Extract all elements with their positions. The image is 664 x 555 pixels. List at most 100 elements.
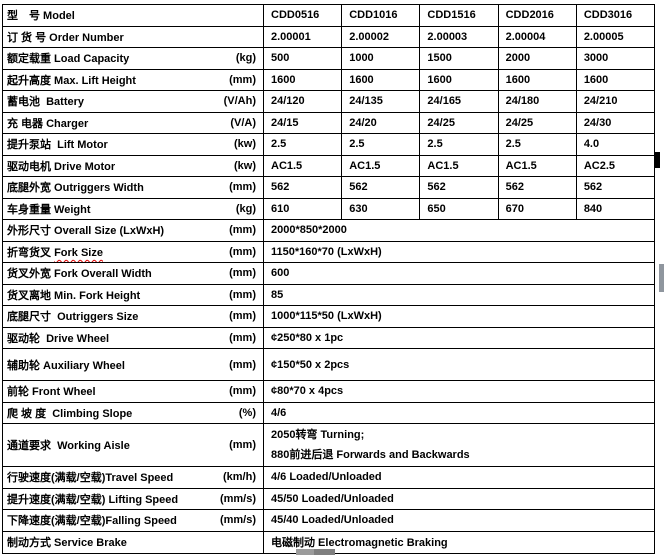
- row-label-text: 货叉外宽 Fork Overall Width: [7, 268, 152, 281]
- spec-row: 车身重量 Weight (kg) 610 630 650 670 840: [3, 198, 654, 220]
- row-unit: (kg): [235, 202, 256, 215]
- spec-row: 通道要求 Working Aisle (mm) 2050转弯 Turning; 880…: [3, 424, 654, 467]
- row-label-spellcheck-flagged: Fork Size: [54, 246, 103, 259]
- row-unit: (%): [238, 406, 256, 419]
- row-label: 爬 坡 度 Climbing Slope: [7, 405, 132, 421]
- row-label-cell: 驱动轮 Drive Wheel (mm): [3, 327, 264, 348]
- row-label-cell: 底腿外宽 Outriggers Width (mm): [3, 177, 264, 198]
- spec-value-cell: 562: [342, 177, 421, 198]
- row-label-cell: 订 货 号 Order Number: [3, 26, 264, 47]
- spec-value-merged-cell: 2000*850*2000: [271, 224, 347, 237]
- spec-value-cell: CDD1516: [420, 5, 499, 26]
- spec-value-merged-cell: 45/50 Loaded/Unloaded: [271, 492, 394, 505]
- spec-value-cell: 2.5: [342, 134, 421, 155]
- spec-row: 提升泵站 Lift Motor (kw) 2.5 2.5 2.5 2.5 4.0: [3, 134, 654, 156]
- spec-row: 底腿尺寸 Outriggers Size (mm) 1000*115*50 (LxW…: [3, 306, 654, 328]
- row-label-cell: 折弯货叉 Fork Size (mm): [3, 241, 264, 262]
- spec-row: 制动方式 Service Brake 电磁制动 Electromagnetic B…: [3, 531, 654, 553]
- row-label-cell: 驱动电机 Drive Motor (kw): [3, 155, 264, 176]
- row-label-text: 外形尺寸 Overall Size (LxWxH): [7, 225, 165, 238]
- row-label-cell: 通道要求 Working Aisle (mm): [3, 424, 264, 466]
- spec-row: 提升速度(满载/空载) Lifting Speed (mm/s) 45/50 Loa…: [3, 488, 654, 510]
- row-label-cell: 型 号 Model: [3, 5, 264, 26]
- row-label-text: 订 货 号 Order Number: [7, 31, 124, 44]
- row-label-text: 蓄电池 Battery: [7, 96, 85, 109]
- row-label: 型 号 Model: [7, 7, 75, 23]
- spec-row: 驱动电机 Drive Motor (kw) AC1.5 AC1.5 AC1.5 AC1.5…: [3, 155, 654, 177]
- spec-value-merged-cell: ¢250*80 x 1pc: [271, 331, 344, 344]
- horizontal-scrollbar-fragment[interactable]: [296, 549, 335, 555]
- row-label: 驱动电机 Drive Motor: [7, 158, 115, 174]
- row-label-text: 爬 坡 度 Climbing Slope: [7, 407, 133, 420]
- row-unit: (mm/s): [219, 514, 256, 527]
- spec-value-cell: 24/210: [583, 95, 618, 108]
- row-label-cell: 外形尺寸 Overall Size (LxWxH) (mm): [3, 220, 264, 241]
- row-label-text: 驱动电机 Drive Motor: [7, 160, 116, 173]
- spec-value-cell: CDD1016: [342, 5, 421, 26]
- row-label-cell: 制动方式 Service Brake: [3, 531, 264, 553]
- spec-value-cell: 1600: [342, 69, 421, 90]
- spec-value-cell: 1600: [499, 69, 577, 90]
- spec-row: 订 货 号 Order Number 2.00001 2.00002 2.00003 2…: [3, 26, 654, 48]
- row-label: 提升泵站 Lift Motor: [7, 136, 108, 152]
- row-label: 辅助轮 Auxiliary Wheel: [7, 357, 125, 373]
- row-label-cell: 行驶速度(满载/空载)Travel Speed (km/h): [3, 467, 264, 488]
- spec-value-cell: AC2.5: [583, 159, 615, 172]
- row-label-cell: 辅助轮 Auxiliary Wheel (mm): [3, 349, 264, 380]
- row-label-text: 底腿尺寸 Outriggers Size: [7, 311, 139, 324]
- row-label-text: 充 电器 Charger: [7, 117, 89, 130]
- spec-row: 爬 坡 度 Climbing Slope (%) 4/6: [3, 402, 654, 424]
- row-label: 折弯货叉 Fork Size: [7, 244, 103, 260]
- spec-value-merged-cell: 600: [271, 267, 290, 280]
- spec-row: 前轮 Front Wheel (mm) ¢80*70 x 4pcs: [3, 381, 654, 403]
- spec-table: 型 号 Model CDD0516 CDD1016 CDD1516 CDD2016 CDD…: [2, 4, 655, 554]
- row-unit: (kg): [235, 52, 256, 65]
- row-unit: (mm): [229, 439, 256, 451]
- spec-value-cell: 24/30: [583, 116, 612, 129]
- row-label-cell: 提升泵站 Lift Motor (kw): [3, 134, 264, 155]
- spec-value-cell: 610: [264, 198, 343, 219]
- spec-value-cell: 24/165: [420, 91, 499, 112]
- row-unit: (mm): [229, 181, 256, 194]
- row-unit: (mm): [229, 358, 256, 371]
- row-label: 底腿尺寸 Outriggers Size: [7, 308, 138, 324]
- row-label: 货叉离地 Min. Fork Height: [7, 287, 140, 303]
- row-label-text: 额定载重 Load Capacity: [7, 53, 130, 66]
- spec-value-cell: 1500: [420, 48, 499, 69]
- spec-value-cell: 650: [420, 198, 499, 219]
- row-unit: (mm): [229, 310, 256, 323]
- row-unit: (mm): [229, 288, 256, 301]
- row-label: 货叉外宽 Fork Overall Width: [7, 265, 152, 281]
- spec-value-cell: 24/25: [499, 112, 577, 133]
- spec-value-cell: 562: [499, 177, 577, 198]
- row-label-text: 制动方式 Service Brake: [7, 537, 127, 550]
- spec-value-cell: AC1.5: [264, 155, 343, 176]
- row-unit: (mm): [229, 385, 256, 398]
- row-label-text: 提升速度(满载/空载) Lifting Speed: [7, 493, 179, 506]
- spec-value-cell: 2.00001: [264, 26, 343, 47]
- spec-value-cell: 24/20: [342, 112, 421, 133]
- spec-value-merged-cell: 2050转弯 Turning; 880前进后退 Forwards and Back…: [264, 424, 654, 466]
- row-unit: (km/h): [223, 471, 256, 484]
- vertical-scrollbar-thumb[interactable]: [659, 264, 664, 292]
- spec-value-merged-cell: 4/6: [271, 406, 287, 419]
- spec-value-merged-cell: ¢150*50 x 2pcs: [271, 358, 350, 371]
- spec-value-merged-cell: 85: [271, 288, 284, 301]
- row-unit: (V/Ah): [223, 95, 256, 108]
- row-label-cell: 爬 坡 度 Climbing Slope (%): [3, 402, 264, 423]
- row-label: 驱动轮 Drive Wheel: [7, 330, 109, 346]
- spec-value-cell: 630: [342, 198, 421, 219]
- spec-value-cell: 1600: [264, 69, 343, 90]
- spec-row: 额定载重 Load Capacity (kg) 500 1000 1500 2000 300…: [3, 48, 654, 70]
- spec-row: 底腿外宽 Outriggers Width (mm) 562 562 562 562 562: [3, 177, 654, 199]
- horizontal-scrollbar-fragment-half: [296, 549, 314, 555]
- spec-row: 辅助轮 Auxiliary Wheel (mm) ¢150*50 x 2pcs: [3, 349, 654, 381]
- spec-value-merged-cell: 1000*115*50 (LxWxH): [271, 310, 382, 323]
- spec-value-cell: 3000: [583, 52, 609, 65]
- row-label-cell: 充 电器 Charger (V/A): [3, 112, 264, 133]
- row-label-text: 驱动轮 Drive Wheel: [7, 332, 110, 345]
- spec-value-cell: 670: [499, 198, 577, 219]
- spec-value-cell: CDD2016: [499, 5, 577, 26]
- row-label-text: 辅助轮 Auxiliary Wheel: [7, 359, 125, 372]
- row-label-text: 折弯货叉: [7, 246, 55, 259]
